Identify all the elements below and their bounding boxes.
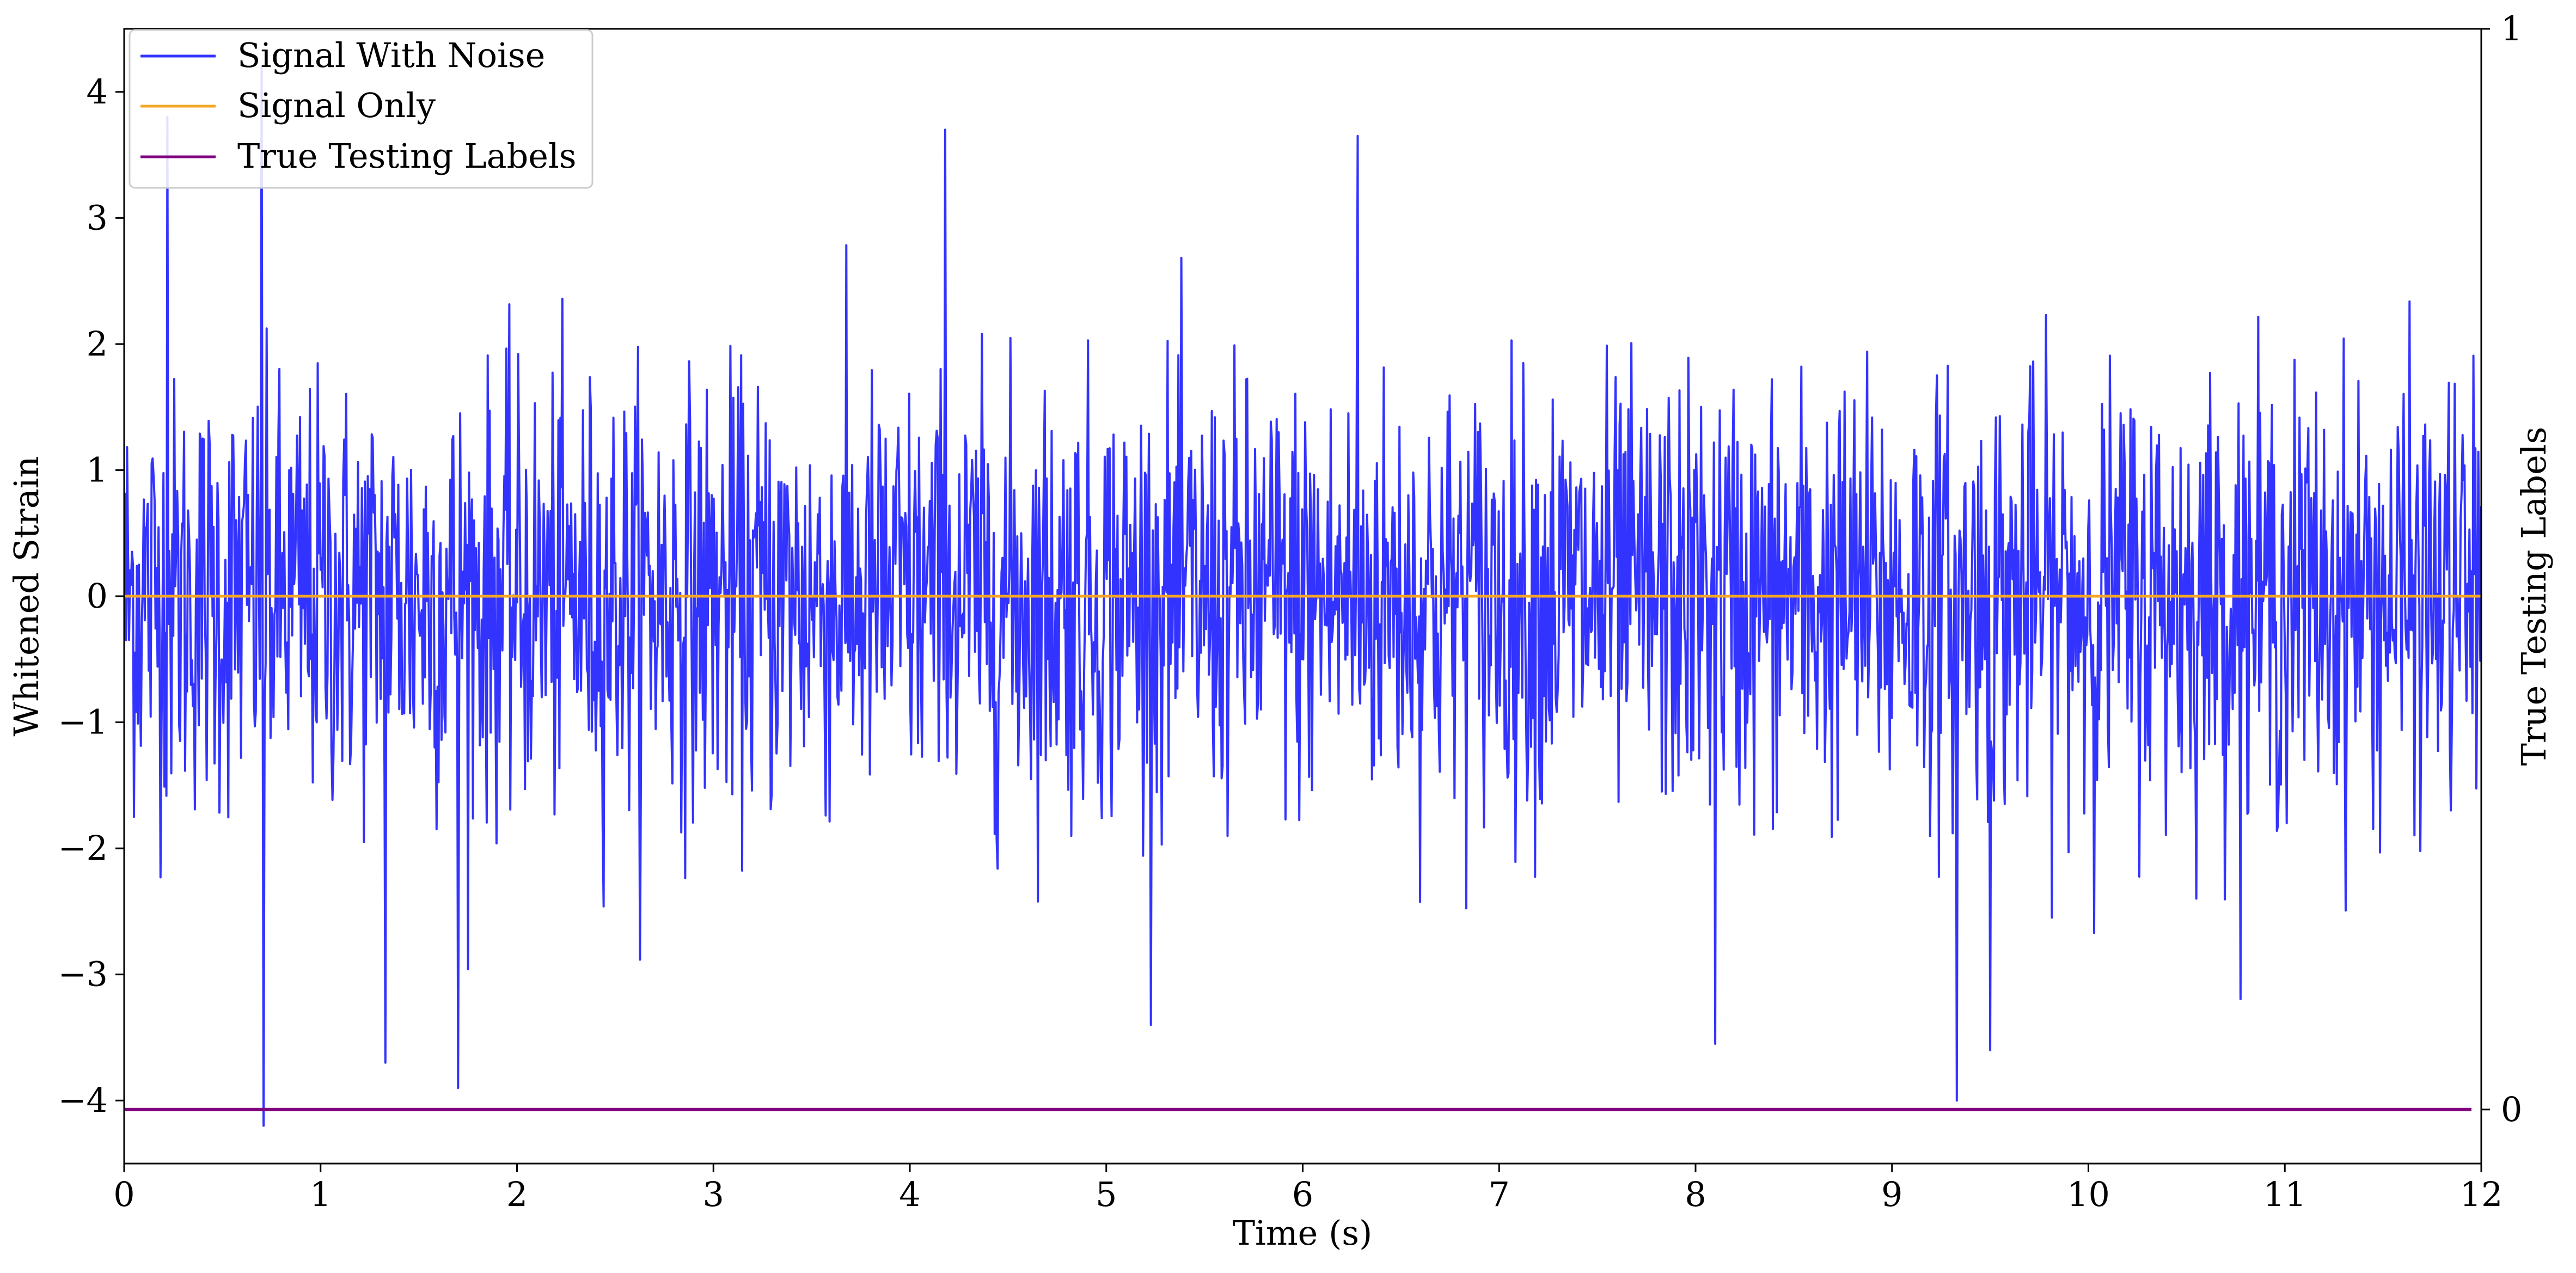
x-tick-label: 0: [113, 1174, 134, 1214]
y-axis-right: 10: [2481, 9, 2522, 1129]
y-left-tick-label: −3: [58, 954, 108, 994]
legend-box: [129, 29, 593, 189]
legend-label-signal-with-noise: Signal With Noise: [237, 35, 545, 75]
x-tick-label: 12: [2460, 1174, 2503, 1214]
x-tick-label: 10: [2067, 1174, 2110, 1214]
legend-label-true-testing-labels: True Testing Labels: [237, 136, 577, 176]
y-axis-left-label: Whitened Strain: [7, 456, 46, 737]
x-axis: 0 1 2 3 4 5 6 7 8 9 10 11 12: [113, 1164, 2502, 1214]
y-left-tick-label: −4: [58, 1080, 108, 1120]
y-axis-left: 4 3 2 1 0 −1 −2 −3 −4: [58, 72, 124, 1120]
x-tick-label: 5: [1096, 1174, 1117, 1214]
y-left-tick-label: −1: [58, 702, 108, 742]
x-tick-label: 4: [899, 1174, 920, 1214]
y-left-tick-label: 1: [87, 450, 108, 489]
x-tick-label: 3: [703, 1174, 724, 1214]
x-tick-label: 2: [506, 1174, 528, 1214]
x-tick-label: 6: [1292, 1174, 1313, 1214]
x-tick-label: 11: [2263, 1174, 2306, 1214]
x-axis-label: Time (s): [1233, 1213, 1373, 1253]
y-left-tick-label: −2: [58, 828, 108, 868]
y-left-tick-label: 3: [87, 198, 108, 237]
legend: Signal With Noise Signal Only True Testi…: [129, 29, 593, 189]
x-tick-label: 7: [1489, 1174, 1510, 1214]
y-left-tick-label: 4: [87, 72, 108, 112]
y-left-tick-label: 0: [87, 576, 108, 616]
series-signal-with-noise: [124, 65, 2481, 1127]
legend-label-signal-only: Signal Only: [237, 85, 436, 125]
series-layer: [124, 65, 2481, 1127]
y-left-tick-label: 2: [87, 324, 108, 364]
x-tick-label: 9: [1881, 1174, 1902, 1214]
x-tick-label: 8: [1685, 1174, 1706, 1214]
y-axis-right-label: True Testing Labels: [2514, 427, 2554, 766]
y-right-tick-label: 0: [2501, 1090, 2522, 1129]
x-tick-label: 1: [310, 1174, 331, 1214]
y-right-tick-label: 1: [2501, 9, 2522, 48]
